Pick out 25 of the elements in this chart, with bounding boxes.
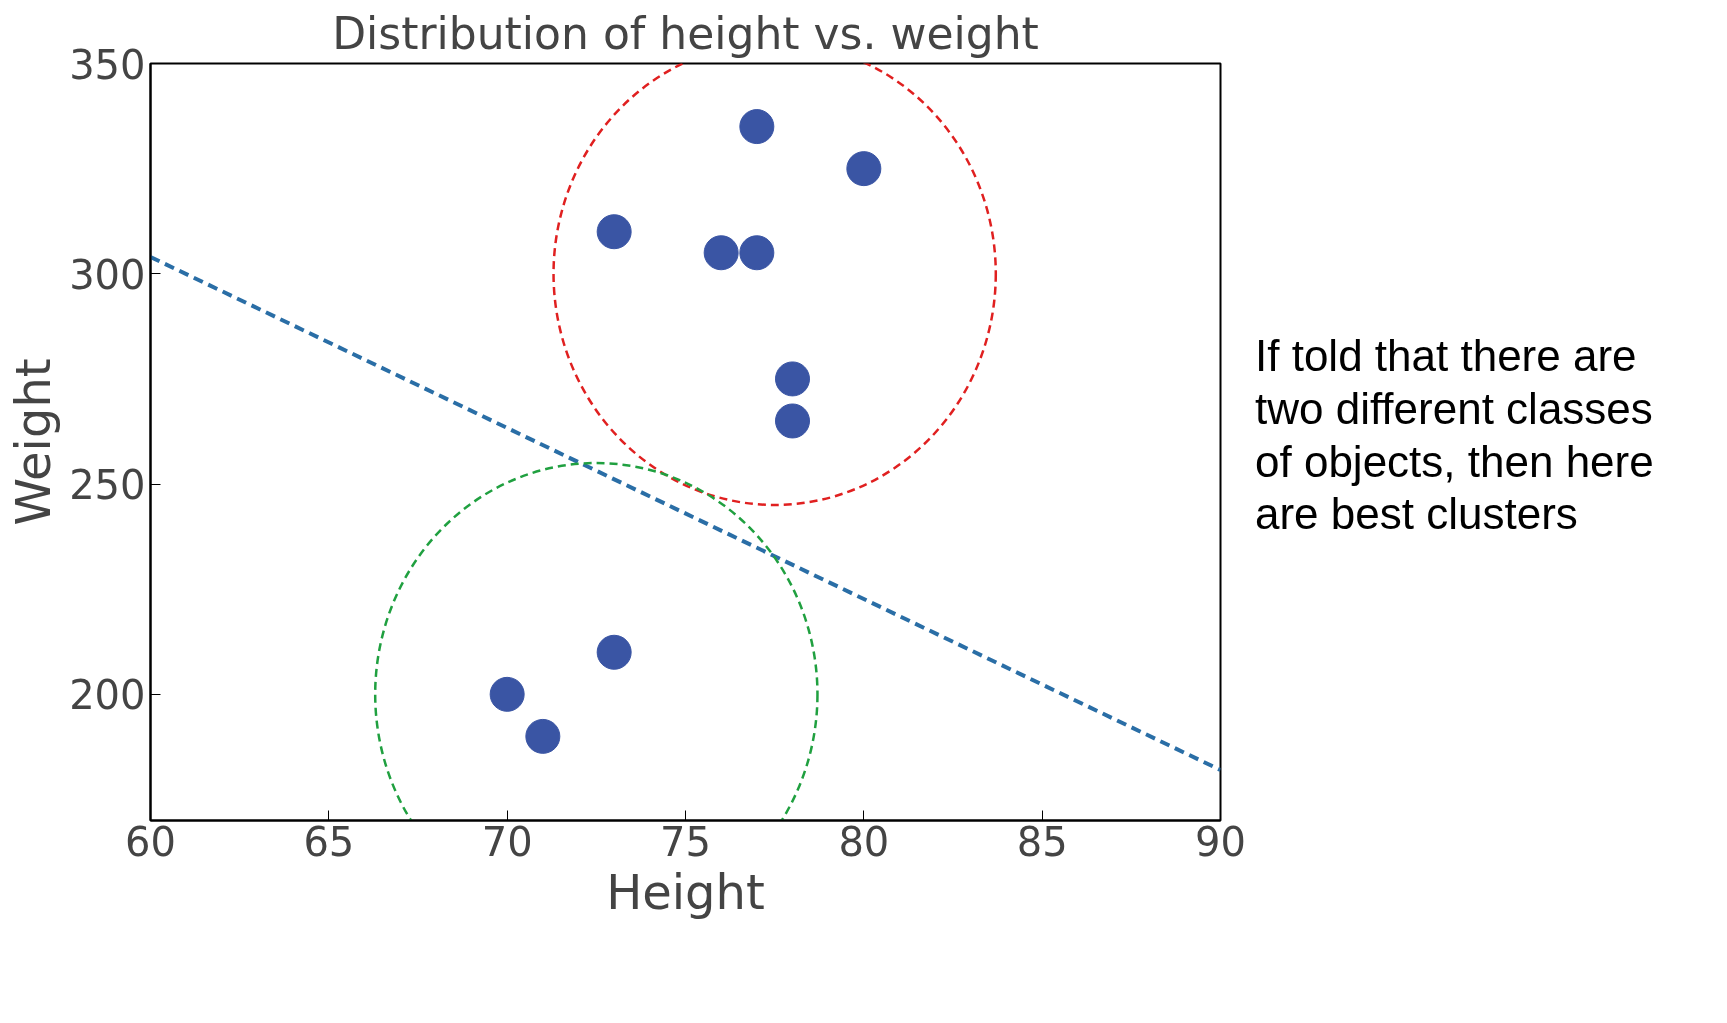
x-axis-title: Height	[606, 863, 765, 920]
x-tick-label: 70	[481, 818, 533, 865]
y-tick-label: 350	[69, 41, 146, 88]
chart-title: Distribution of height vs. weight	[332, 7, 1039, 59]
y-tick-label: 250	[69, 462, 146, 509]
point	[596, 214, 632, 250]
point	[739, 235, 775, 271]
text: If told that there are two different classes of objects, then here are best clusters	[1255, 330, 1655, 541]
x-tick-label: 80	[838, 818, 890, 865]
x-tick-label: 85	[1016, 818, 1068, 865]
x-tick-label: 65	[303, 818, 355, 865]
point	[525, 718, 561, 754]
point	[596, 634, 632, 670]
point	[775, 361, 810, 397]
x-tick-label: 60	[125, 818, 176, 865]
y-tick-label: 300	[69, 251, 146, 298]
point	[703, 235, 739, 271]
point	[846, 151, 882, 187]
y-tick-label: 200	[69, 672, 146, 719]
y-axis-title: Weight	[5, 358, 62, 526]
point	[775, 403, 810, 439]
point	[489, 676, 525, 712]
x-tick-label: 90	[1195, 818, 1246, 865]
point	[739, 109, 775, 145]
x-tick-label: 75	[660, 818, 711, 865]
